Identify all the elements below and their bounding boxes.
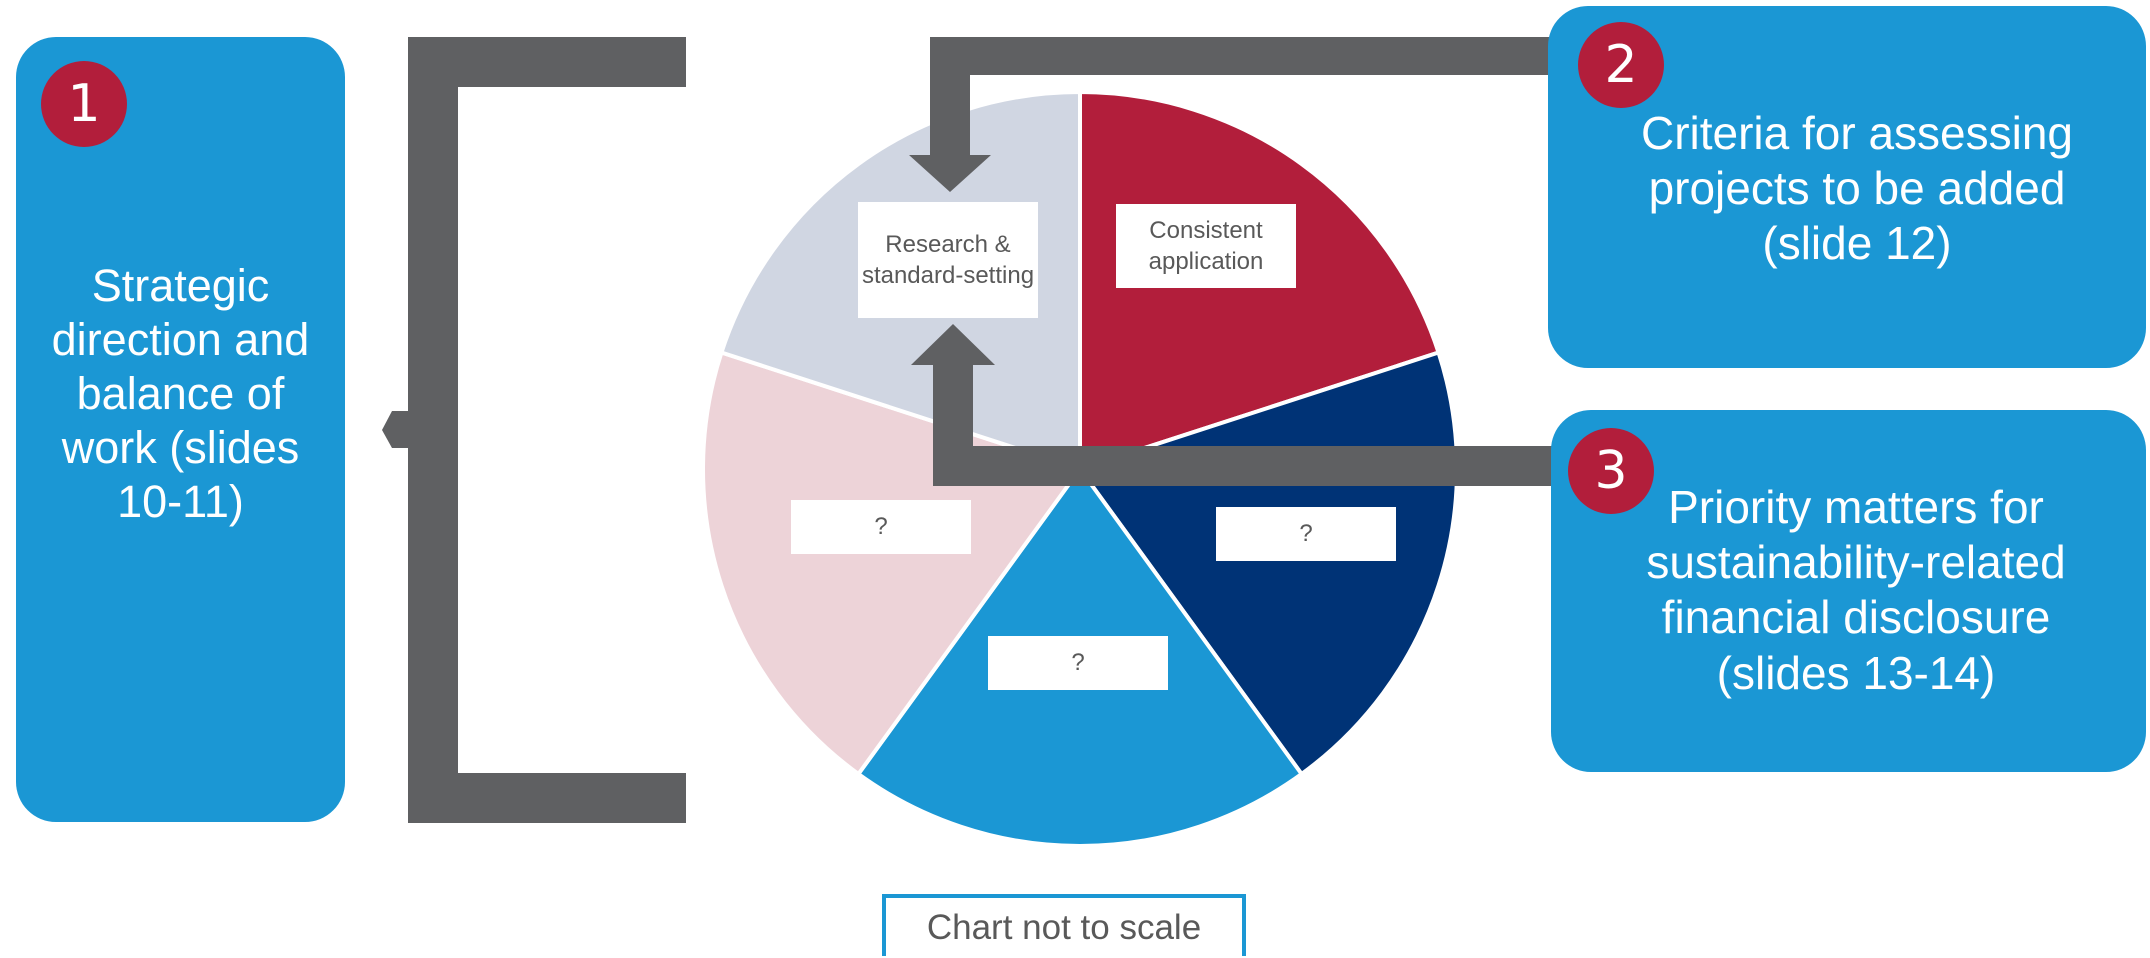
chart-not-to-scale-note: Chart not to scale bbox=[882, 894, 1246, 956]
slice-label-research: Research & standard-setting bbox=[858, 202, 1038, 318]
connector-arrow-top bbox=[909, 37, 1550, 192]
strategic-direction-box: Strategic direction and balance of work … bbox=[16, 37, 345, 822]
slice-label-consistent-application: Consistent application bbox=[1116, 204, 1296, 288]
slice-label-unknown-pink: ? bbox=[791, 500, 971, 554]
number-badge-2: 2 bbox=[1578, 22, 1664, 108]
number-badge-1: 1 bbox=[41, 61, 127, 147]
strategic-direction-text: Strategic direction and balance of work … bbox=[51, 260, 310, 527]
slice-label-unknown-navy: ? bbox=[1216, 507, 1396, 561]
criteria-text: Criteria for assessing projects to be ad… bbox=[1640, 107, 2074, 270]
priority-matters-text: Priority matters for sustainability-rela… bbox=[1646, 481, 2066, 699]
slice-label-unknown-blue: ? bbox=[988, 636, 1168, 690]
criteria-box: Criteria for assessing projects to be ad… bbox=[1548, 6, 2146, 368]
number-badge-3: 3 bbox=[1568, 428, 1654, 514]
left-bracket-connector bbox=[382, 37, 686, 823]
connector-arrow-bottom bbox=[911, 324, 1553, 486]
